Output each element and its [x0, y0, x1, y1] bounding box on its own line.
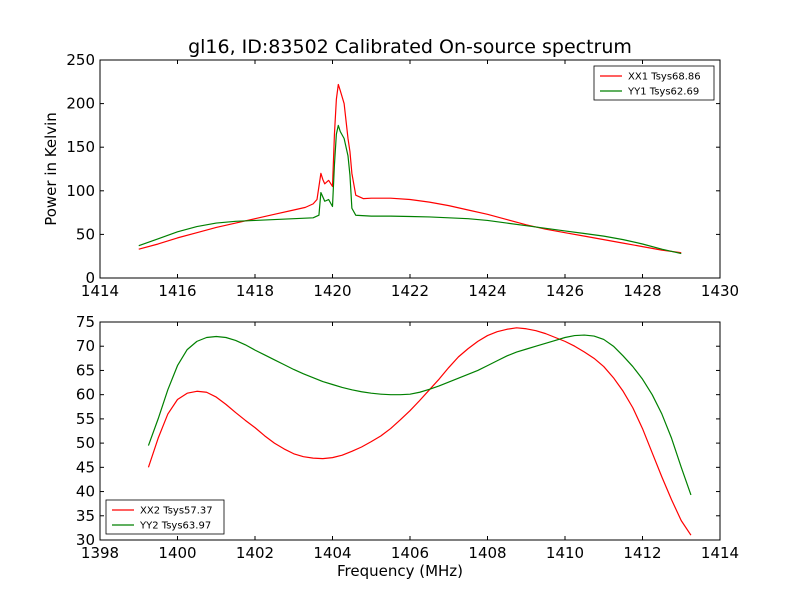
top-xtick-label: 1422: [391, 282, 429, 300]
bottom-xtick-label: 1408: [468, 544, 506, 562]
top-series-2-line: [138, 124, 682, 255]
bottom-series-2-line: [147, 334, 692, 496]
bottom-ytick-label: 30: [76, 531, 95, 549]
bottom-spectrum-plot: 1398 1400 1402 1404 1406 1408 1410 1412 1414 30 35…: [76, 313, 739, 580]
top-xtick-label: 1418: [236, 282, 274, 300]
top-xtick-label: 1424: [468, 282, 506, 300]
top-xtick-label: 1428: [623, 282, 661, 300]
bottom-legend: XX2 Tsys57.37 YY2 Tsys63.97: [105, 499, 225, 535]
bottom-ytick-label: 40: [76, 483, 95, 501]
bottom-xtick-label: 1412: [623, 544, 661, 562]
top-xtick-label: 1416: [158, 282, 196, 300]
top-xtick-label: 1430: [701, 282, 739, 300]
top-ytick-label: 50: [76, 225, 95, 243]
top-spectrum-plot: 1414 1416 1418 1420 1422 1424 1426 1428 1430 0 50 1…: [42, 51, 739, 300]
bottom-ytick-label: 75: [76, 313, 95, 331]
bottom-series-1-line: [147, 327, 692, 536]
bottom-ytick-label: 70: [76, 337, 95, 355]
top-legend: XX1 Tsys68.86 YY1 Tsys62.69: [593, 65, 715, 101]
top-legend-label-1: XX1 Tsys68.86: [628, 72, 701, 83]
top-xtick-label: 1414: [81, 282, 119, 300]
bottom-legend-label-2: YY2 Tsys63.97: [139, 521, 211, 532]
bottom-ytick-label: 65: [76, 361, 95, 379]
bottom-xtick-label: 1406: [391, 544, 429, 562]
top-ytick-label: 250: [66, 51, 95, 69]
chart-title: gl16, ID:83502 Calibrated On-source spec…: [188, 36, 632, 58]
bottom-legend-box: [105, 499, 225, 535]
bottom-ytick-label: 45: [76, 458, 95, 476]
bottom-ytick-label: 35: [76, 507, 95, 525]
bottom-ytick-label: 50: [76, 434, 95, 452]
bottom-xtick-label: 1414: [701, 544, 739, 562]
bottom-xtick-label: 1400: [158, 544, 196, 562]
bottom-xtick-label: 1410: [546, 544, 584, 562]
bottom-legend-label-1: XX2 Tsys57.37: [140, 506, 213, 517]
top-ytick-label: 150: [66, 138, 95, 156]
top-legend-box: [593, 65, 715, 101]
bottom-ytick-label: 55: [76, 410, 95, 428]
top-xtick-label: 1420: [313, 282, 351, 300]
top-legend-label-2: YY1 Tsys62.69: [627, 87, 699, 98]
bottom-x-axis-label: Frequency (MHz): [337, 562, 463, 580]
bottom-xtick-label: 1402: [236, 544, 274, 562]
top-xtick-label: 1426: [546, 282, 584, 300]
top-ytick-label: 200: [66, 95, 95, 113]
top-ytick-label: 0: [85, 269, 95, 287]
top-y-axis-label: Power in Kelvin: [42, 112, 60, 226]
bottom-xtick-label: 1398: [81, 544, 119, 562]
bottom-xtick-label: 1404: [313, 544, 351, 562]
top-ytick-label: 100: [66, 182, 95, 200]
bottom-ytick-label: 60: [76, 386, 95, 404]
